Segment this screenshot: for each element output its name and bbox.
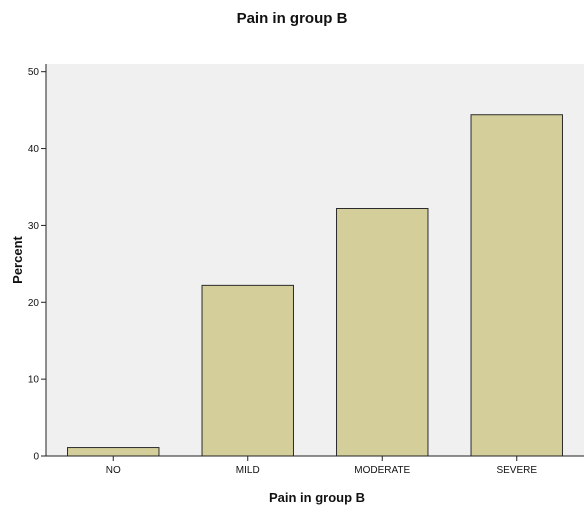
bar-mild xyxy=(201,284,294,457)
x-tick-label: MILD xyxy=(236,465,260,476)
x-tick-label: MODERATE xyxy=(354,465,410,476)
bars xyxy=(67,114,563,457)
chart-title: Pain in group B xyxy=(237,10,348,27)
y-tick-label: 40 xyxy=(28,144,40,155)
y-axis-ticks: 0 10 20 30 40 50 xyxy=(28,67,46,463)
y-tick-label: 50 xyxy=(28,67,40,78)
x-axis-ticks: NO MILD MODERATE SEVERE xyxy=(106,456,537,476)
x-tick-label: SEVERE xyxy=(496,465,537,476)
y-axis-title: Percent xyxy=(10,235,25,283)
y-tick-label: 30 xyxy=(28,221,40,232)
x-tick-label: NO xyxy=(106,465,121,476)
y-tick-label: 0 xyxy=(33,452,39,463)
y-tick-label: 20 xyxy=(28,298,40,309)
bar-severe xyxy=(470,114,563,457)
bar-no xyxy=(67,447,160,457)
y-tick-label: 10 xyxy=(28,375,40,386)
x-axis-title: Pain in group B xyxy=(269,490,365,505)
bar-moderate xyxy=(336,208,429,457)
